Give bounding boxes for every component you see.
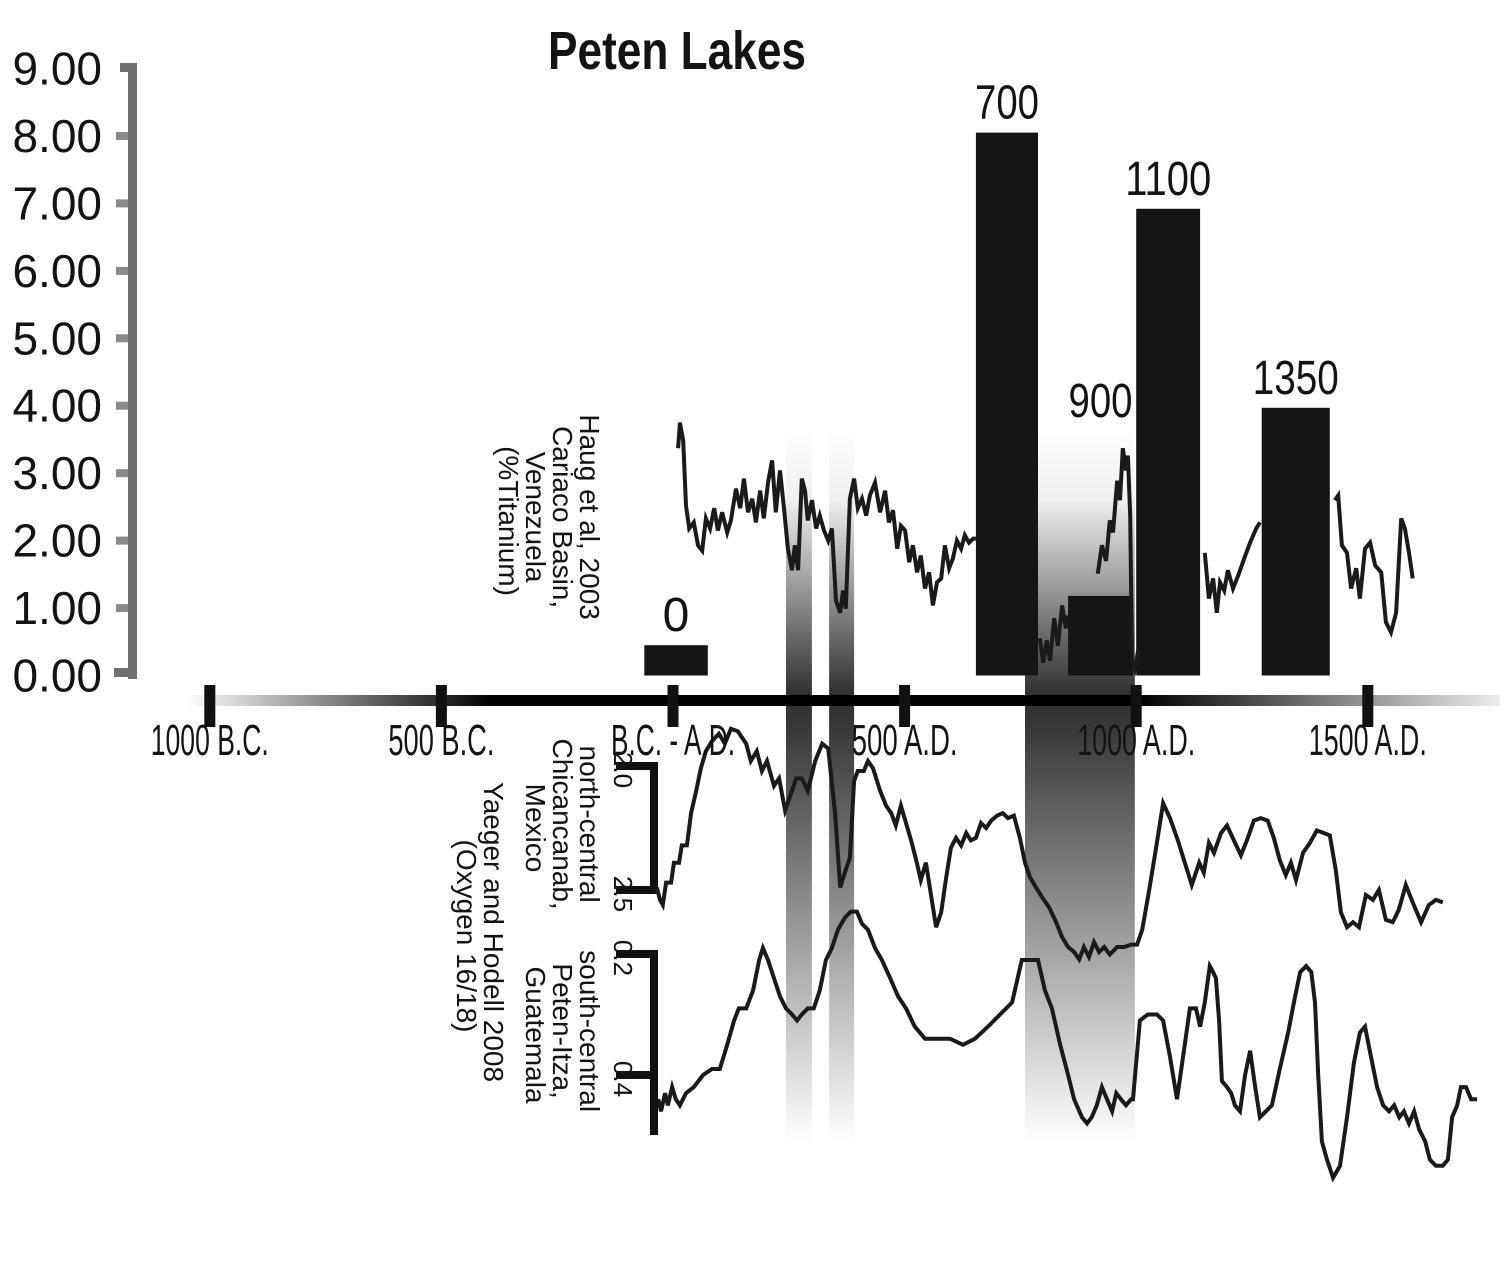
cariaco-label-line2: Cariaco Basin, — [547, 426, 578, 608]
titanium-tick-label: 5.00 — [12, 312, 102, 364]
peten-itza-series-label: south-central Peten-Itza, Guatemala — [520, 950, 605, 1120]
chicancanab-series-label: north-central Chicancanab, Mexico — [520, 738, 605, 917]
titanium-tick-2 — [116, 536, 128, 545]
event-bars-layer: 0 700 900 1100 1350 — [644, 77, 1339, 676]
time-tick--1000 — [204, 685, 216, 727]
event-bar-700 — [975, 132, 1038, 676]
north-label-line2: Chicancanab, — [547, 738, 578, 909]
chicancanab-tick-label-2.0: 2.0 — [608, 752, 638, 788]
titanium-tick-label: 9.00 — [12, 43, 102, 95]
chicancanab-line — [654, 726, 1444, 964]
cariaco-line-segment-4 — [1202, 521, 1262, 614]
time-tick-label: 1000 B.C. — [151, 716, 269, 765]
titanium-tick-label: 8.00 — [12, 110, 102, 162]
titanium-tick-label: 3.00 — [12, 447, 102, 499]
north-label-line3: Mexico — [520, 784, 551, 873]
peten-itza-axis-line — [650, 950, 658, 1135]
cariaco-label-line3: Venezuela — [520, 452, 551, 583]
cariaco-label-line1: Haug et al, 2003 — [574, 414, 605, 620]
cariaco-line-segment-5 — [1333, 489, 1415, 638]
time-axis-line — [185, 695, 1500, 706]
time-tick-label: 500 A.D. — [852, 716, 958, 765]
time-tick-label: B.C. - A.D. — [611, 716, 735, 765]
titanium-axis-line — [128, 63, 137, 679]
north-label-line1: north-central — [574, 746, 605, 903]
titanium-tick-label: 4.00 — [12, 380, 102, 432]
titanium-axis: 9.00 8.00 7.00 6.00 5.00 4.00 3.00 2.00 1.00 0.00 — [12, 43, 137, 702]
time-tick--500 — [435, 685, 447, 727]
chicancanab-axis-bracket — [616, 762, 658, 894]
peten_itza-tick-label-0.4: 0.4 — [608, 1061, 638, 1097]
event-bar-1350 — [1261, 407, 1330, 676]
titanium-tick-8 — [116, 132, 128, 140]
event-bar-label-1100: 1100 — [1125, 153, 1211, 206]
method-label: Yaeger and Hodell 2008 (Oxygen 16/18) — [451, 782, 509, 1090]
time-tick-0 — [667, 685, 679, 727]
titanium-tick-label: 2.00 — [12, 515, 102, 567]
event-bar-900 — [1068, 595, 1133, 676]
time-axis-ticks-layer — [204, 685, 1374, 727]
event-bar-label-900: 900 — [1069, 375, 1133, 428]
time-tick-1000 — [1130, 685, 1142, 727]
titanium-tick-label: 6.00 — [12, 245, 102, 297]
series-lines-layer — [654, 422, 1478, 1183]
chicancanab-axis-tick-bottom — [616, 886, 658, 894]
event-bar-label-1350: 1350 — [1253, 352, 1339, 405]
titanium-tick-label: 7.00 — [12, 177, 102, 229]
chart-title: Peten Lakes — [548, 21, 806, 81]
time-tick-label: 1000 A.D. — [1077, 716, 1195, 765]
time-axis-labels-layer: 1000 B.C. 500 B.C. B.C. - A.D. 500 A.D. 1000… — [151, 716, 1427, 765]
event-bar-0 — [644, 645, 708, 676]
titanium-axis-bottom-tick — [114, 668, 137, 677]
titanium-tick-5 — [116, 334, 128, 343]
cariaco-series-label: Haug et al, 2003 Cariaco Basin, Venezuel… — [493, 414, 605, 627]
south-label-line1: south-central — [574, 950, 605, 1112]
titanium-tick-7 — [116, 199, 128, 208]
cariaco-line-segment-1 — [676, 422, 976, 614]
method-label-line1: Yaeger and Hodell 2008 — [478, 782, 509, 1082]
time-tick-label: 500 B.C. — [388, 716, 494, 765]
titanium-tick-1 — [116, 604, 128, 613]
drought-band-3 — [1025, 428, 1135, 1142]
titanium-axis-ticks-layer: 9.00 8.00 7.00 6.00 5.00 4.00 3.00 2.00 1.00 0.00 — [12, 43, 128, 702]
event-bar-label-0: 0 — [663, 589, 690, 642]
titanium-tick-6 — [116, 266, 128, 275]
cariaco-line-segment-3 — [1095, 447, 1142, 677]
event-bar-label-700: 700 — [975, 77, 1039, 130]
titanium-axis-top-tick — [120, 63, 137, 72]
oxygen-axis-tick-labels-layer: 2.0 2.5 0.2 0.4 — [608, 752, 638, 1097]
peten-itza-axis-tick-bottom — [616, 1071, 658, 1079]
time-tick-label: 1500 A.D. — [1309, 716, 1427, 765]
method-label-line2: (Oxygen 16/18) — [451, 840, 482, 1033]
titanium-tick-label: 0.00 — [12, 650, 102, 702]
cariaco-label-line4: (%Titanium) — [493, 446, 524, 596]
time-tick-1500 — [1362, 685, 1374, 727]
peten-itza-axis-bracket — [616, 950, 658, 1135]
series-lines-overlay-layer — [1095, 447, 1142, 677]
cariaco-line-segment-2 — [1037, 605, 1071, 664]
drought-bands-layer — [786, 428, 1135, 1142]
peten-itza-line — [656, 909, 1478, 1183]
chicancanab-axis-tick-top — [616, 762, 658, 770]
south-label-line2: Peten-Itza, — [547, 963, 578, 1098]
titanium-tick-3 — [116, 469, 128, 478]
peten_itza-tick-label-0.2: 0.2 — [608, 940, 638, 976]
time-tick-500 — [899, 685, 911, 727]
south-label-line3: Guatemala — [520, 967, 551, 1104]
titanium-tick-4 — [116, 401, 128, 410]
chicancanab-tick-label-2.5: 2.5 — [608, 876, 638, 912]
peten-itza-axis-tick-top — [616, 950, 658, 958]
event-bar-1100 — [1136, 208, 1201, 676]
titanium-tick-label: 1.00 — [12, 582, 102, 634]
chicancanab-axis-line — [650, 762, 658, 894]
